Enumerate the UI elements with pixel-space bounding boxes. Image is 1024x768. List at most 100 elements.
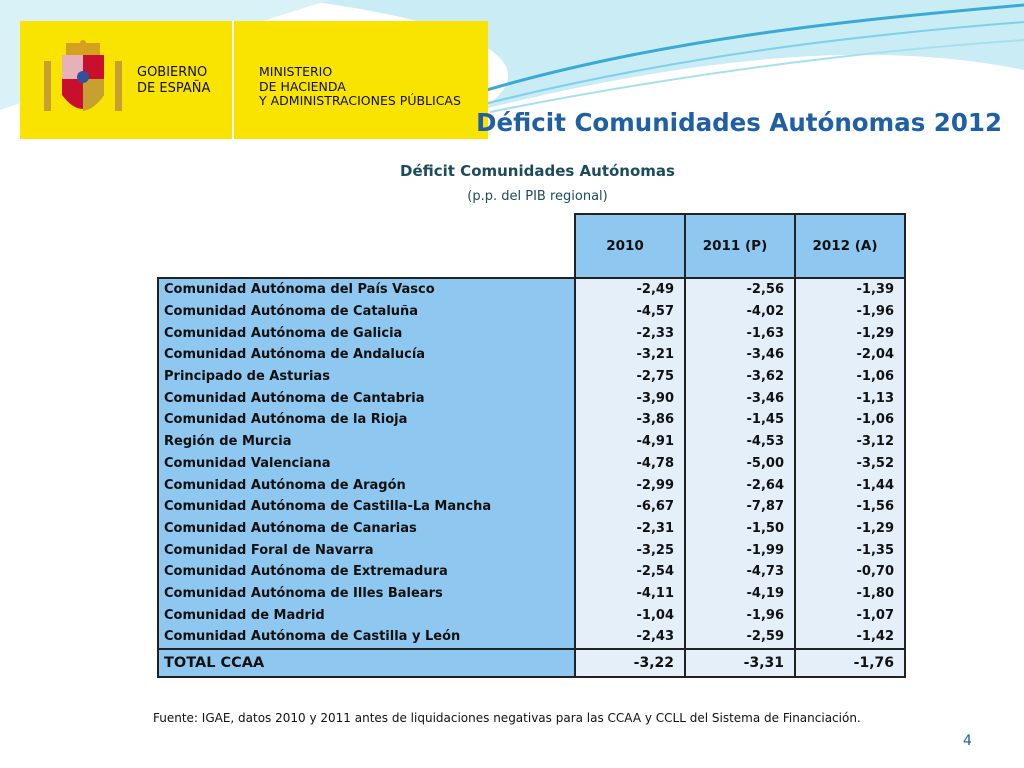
value-cell: -2,04 <box>794 344 906 366</box>
value-cell: -1,04 <box>574 604 686 626</box>
table-row: Comunidad Autónoma de Canarias -2,31 -1,50… <box>157 517 906 540</box>
value-cell: -1,45 <box>684 409 796 431</box>
value-cell: -4,11 <box>574 582 686 605</box>
value-cell: -6,67 <box>574 495 686 518</box>
table-row: Comunidad Autónoma de Illes Balears -4,11… <box>157 582 906 605</box>
value-cell: -1,63 <box>684 322 796 345</box>
value-cell: -1,96 <box>684 604 796 626</box>
value-cell: -1,56 <box>794 495 906 518</box>
region-name: Comunidad Autónoma de Galicia <box>157 322 576 345</box>
value-cell: -1,50 <box>684 517 796 540</box>
value-cell: -1,99 <box>684 539 796 561</box>
value-cell: -1,29 <box>794 517 906 540</box>
value-cell: -3,25 <box>574 539 686 561</box>
region-name: Comunidad Autónoma de Andalucía <box>157 344 576 366</box>
value-cell: -3,22 <box>574 647 686 678</box>
table-row: Comunidad Autónoma de Extremadura -2,54 -4… <box>157 560 906 583</box>
region-name: Comunidad Autónoma de Castilla y León <box>157 626 576 650</box>
value-cell: -1,06 <box>794 409 906 431</box>
value-cell: -2,49 <box>574 277 686 301</box>
value-cell: -3,86 <box>574 409 686 431</box>
value-cell: -2,99 <box>574 474 686 496</box>
table-row: Comunidad Autónoma de Cantabria -3,90 -3,4… <box>157 387 906 410</box>
gobierno-logo: GOBIERNO DE ESPAÑA MINISTERIO DE HACIEND… <box>20 21 488 139</box>
region-name: Comunidad Autónoma de Cataluña <box>157 300 576 323</box>
table-row: Región de Murcia -4,91 -4,53 -3,12 <box>157 430 906 453</box>
value-cell: -3,46 <box>684 387 796 410</box>
value-cell: -1,42 <box>794 626 906 650</box>
region-name: Comunidad Autónoma del País Vasco <box>157 277 576 301</box>
ministerio-text: MINISTERIO DE HACIENDA Y ADMINISTRACIONE… <box>259 64 461 109</box>
table-row: Comunidad Valenciana -4,78 -5,00 -3,52 <box>157 452 906 475</box>
table-unit: (p.p. del PIB regional) <box>467 189 608 204</box>
value-cell: -4,73 <box>684 560 796 583</box>
region-name: Comunidad Valenciana <box>157 452 576 475</box>
table-row: Comunidad Foral de Navarra -3,25 -1,99 -1,3… <box>157 539 906 561</box>
region-name: Comunidad Autónoma de Castilla-La Mancha <box>157 495 576 518</box>
region-name: Comunidad Foral de Navarra <box>157 539 576 561</box>
value-cell: -2,31 <box>574 517 686 540</box>
value-cell: -1,44 <box>794 474 906 496</box>
column-header-2010: 2010 <box>574 213 686 279</box>
value-cell: -2,64 <box>684 474 796 496</box>
coat-of-arms-icon <box>44 40 122 111</box>
table-row: Comunidad Autónoma de Castilla-La Mancha… <box>157 495 906 518</box>
value-cell: -3,12 <box>794 430 906 453</box>
source-note: Fuente: IGAE, datos 2010 y 2011 antes de… <box>153 711 861 725</box>
value-cell: -7,87 <box>684 495 796 518</box>
region-name: Principado de Asturias <box>157 365 576 388</box>
value-cell: -4,02 <box>684 300 796 323</box>
ministerio-line-1: MINISTERIO <box>259 64 333 79</box>
value-cell: -3,46 <box>684 344 796 366</box>
region-name: Región de Murcia <box>157 430 576 453</box>
total-row: TOTAL CCAA -3,22 -3,31 -1,76 <box>157 647 906 678</box>
value-cell: -1,80 <box>794 582 906 605</box>
column-header-2011: 2011 (P) <box>684 213 796 279</box>
value-cell: -1,06 <box>794 365 906 388</box>
value-cell: -3,52 <box>794 452 906 475</box>
region-name: TOTAL CCAA <box>157 647 576 678</box>
value-cell: -1,13 <box>794 387 906 410</box>
region-name: Comunidad Autónoma de Cantabria <box>157 387 576 410</box>
table-row: Comunidad Autónoma de Cataluña -4,57 -4,02… <box>157 300 906 323</box>
table-row: Comunidad Autónoma de Aragón -2,99 -2,64 -1… <box>157 474 906 496</box>
value-cell: -2,75 <box>574 365 686 388</box>
region-name: Comunidad Autónoma de la Rioja <box>157 409 576 431</box>
deficit-table: 2010 2011 (P) 2012 (A) Comunidad Autónom… <box>157 213 906 678</box>
value-cell: -4,78 <box>574 452 686 475</box>
slide-title: Déficit Comunidades Autónomas 2012 <box>476 108 1002 137</box>
value-cell: -4,19 <box>684 582 796 605</box>
value-cell: -2,33 <box>574 322 686 345</box>
value-cell: -5,00 <box>684 452 796 475</box>
table-row: Comunidad de Madrid -1,04 -1,96 -1,07 <box>157 604 906 626</box>
region-name: Comunidad Autónoma de Extremadura <box>157 560 576 583</box>
value-cell: -1,96 <box>794 300 906 323</box>
header-blank-cell <box>158 214 575 278</box>
table-title: Déficit Comunidades Autónomas <box>400 162 675 180</box>
table-row: Principado de Asturias -2,75 -3,62 -1,06 <box>157 365 906 388</box>
value-cell: -2,54 <box>574 560 686 583</box>
gobierno-line-2: DE ESPAÑA <box>137 81 211 96</box>
value-cell: -1,35 <box>794 539 906 561</box>
value-cell: -3,62 <box>684 365 796 388</box>
table-row: Comunidad Autónoma de Galicia -2,33 -1,63-… <box>157 322 906 345</box>
value-cell: -1,29 <box>794 322 906 345</box>
gobierno-text: GOBIERNO DE ESPAÑA <box>137 65 210 97</box>
value-cell: -2,43 <box>574 626 686 650</box>
ministerio-line-2: DE HACIENDA <box>259 78 346 94</box>
table-header-row: 2010 2011 (P) 2012 (A) <box>158 213 906 279</box>
region-name: Comunidad Autónoma de Aragón <box>157 474 576 496</box>
value-cell: -3,21 <box>574 344 686 366</box>
value-cell: -1,39 <box>794 277 906 301</box>
page-number: 4 <box>963 733 972 749</box>
region-name: Comunidad de Madrid <box>157 604 576 626</box>
value-cell: -0,70 <box>794 560 906 583</box>
table-row: Comunidad Autónoma del País Vasco -2,49 -2… <box>157 277 906 301</box>
value-cell: -4,57 <box>574 300 686 323</box>
gobierno-line-1: GOBIERNO <box>137 65 208 80</box>
value-cell: -3,31 <box>684 647 796 678</box>
value-cell: -1,07 <box>794 604 906 626</box>
table-row: Comunidad Autónoma de Andalucía -3,21 -3,4… <box>157 344 906 366</box>
table-row: Comunidad Autónoma de la Rioja -3,86 -1,45… <box>157 409 906 431</box>
value-cell: -3,90 <box>574 387 686 410</box>
